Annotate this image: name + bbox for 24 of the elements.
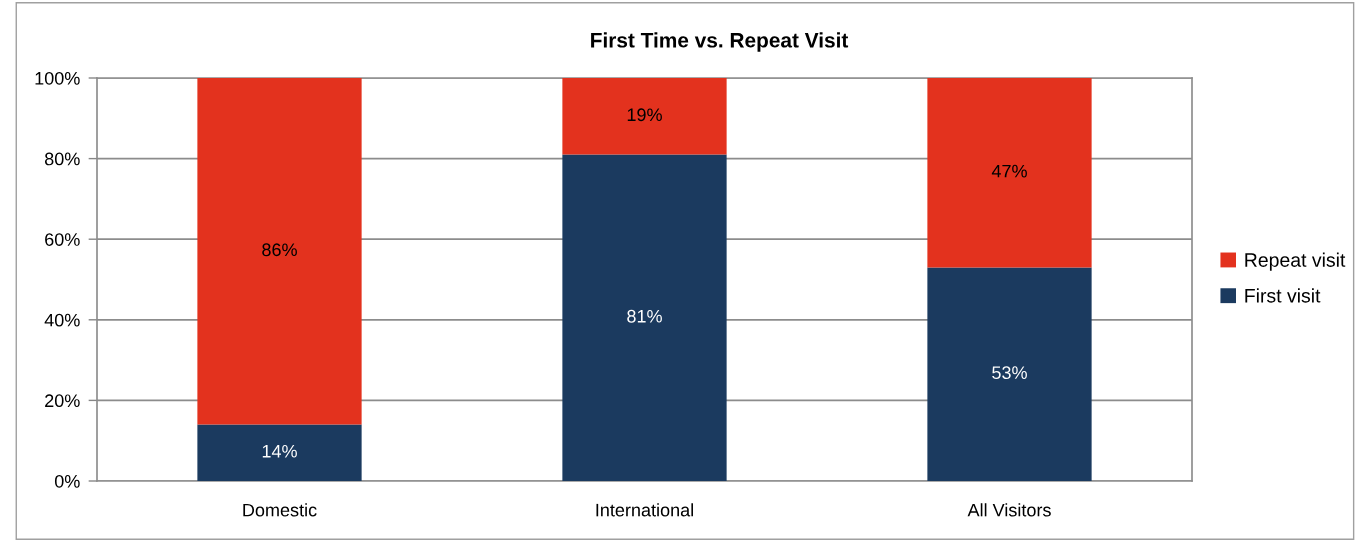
x-tick-label: International — [596, 503, 693, 517]
bar — [562, 78, 727, 155]
y-tick-label: 60% — [45, 233, 80, 246]
y-tick-label: 80% — [44, 152, 80, 166]
bar — [562, 154, 727, 481]
data-label: 19% — [627, 108, 662, 122]
data-label: 14% — [262, 444, 297, 458]
bar — [927, 78, 1092, 268]
chart-title: First Time vs. Repeat Visit — [591, 32, 849, 52]
y-tick-label: 0% — [54, 474, 80, 488]
x-tick-label: All Visitors — [967, 503, 1051, 517]
bar — [197, 78, 362, 425]
y-tick-label: 40% — [44, 313, 80, 327]
y-tick-label: 100% — [35, 71, 80, 85]
legend-label: Repeat visit — [1245, 252, 1346, 271]
legend-label: First visit — [1245, 288, 1321, 303]
y-tick-label: 20% — [45, 394, 80, 408]
bar — [197, 424, 362, 481]
data-label: 47% — [991, 164, 1027, 178]
data-label: 86% — [262, 243, 297, 257]
x-tick-label: Domestic — [243, 503, 317, 517]
data-label: 81% — [627, 309, 662, 323]
bar — [927, 267, 1092, 481]
data-label: 53% — [992, 366, 1027, 380]
